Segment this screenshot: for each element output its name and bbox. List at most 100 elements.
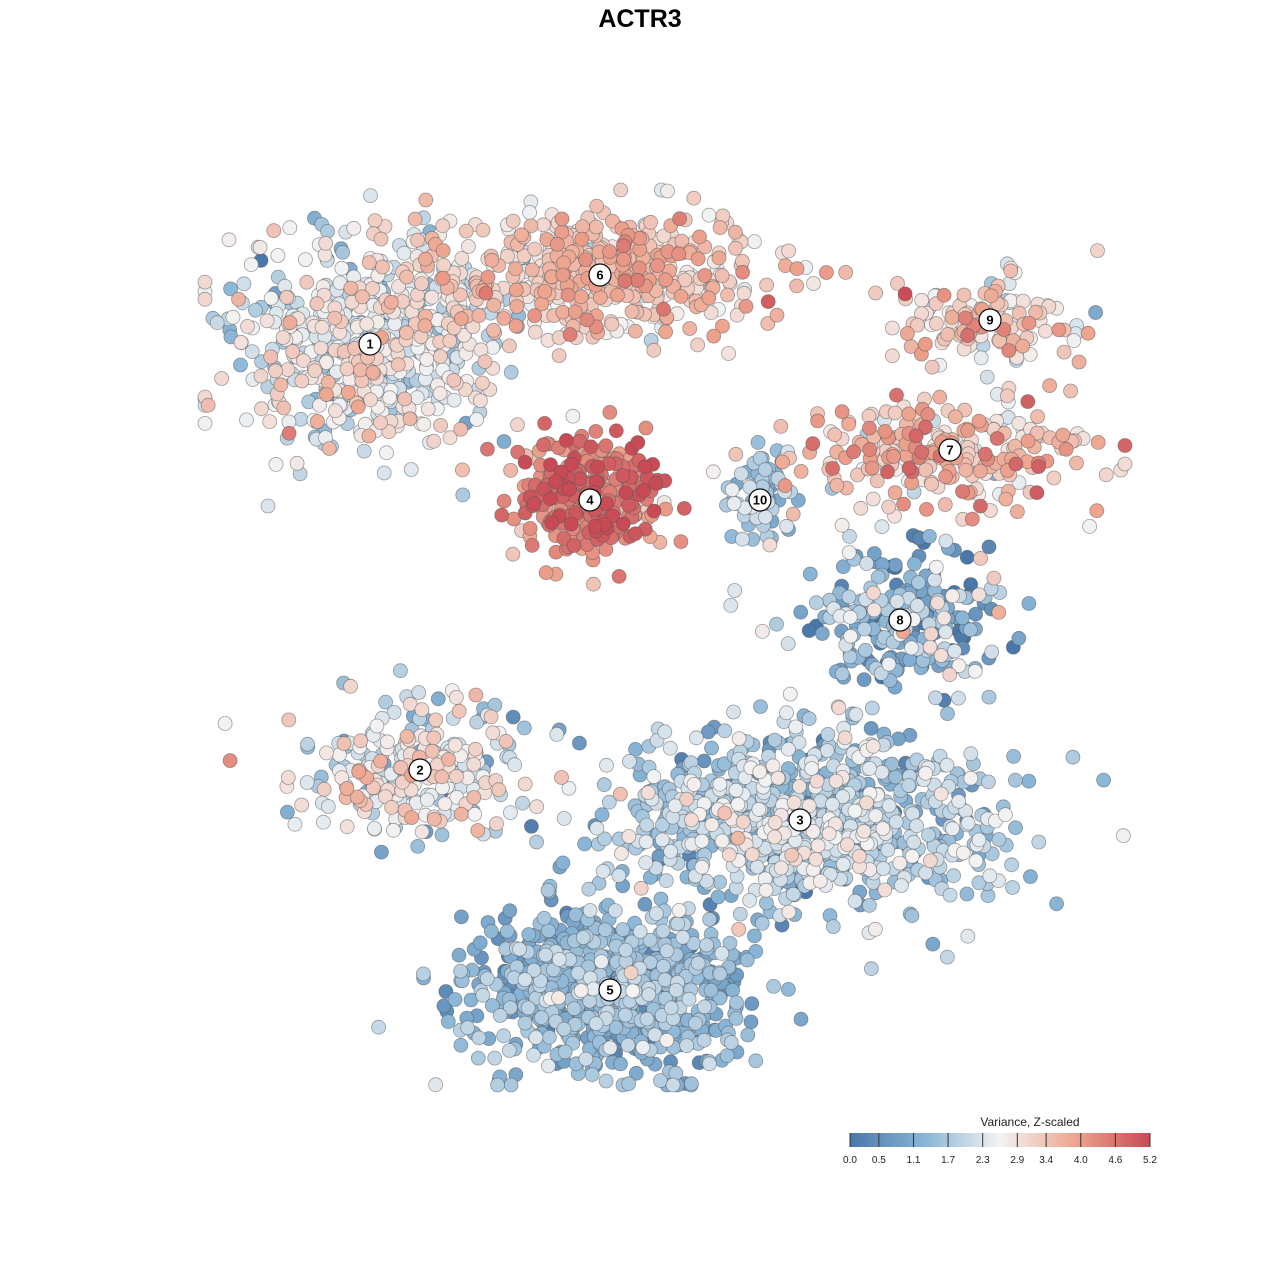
data-point — [263, 349, 279, 365]
cluster-label-text: 4 — [586, 493, 594, 508]
data-point — [653, 1073, 668, 1088]
data-point — [847, 893, 863, 909]
data-point — [505, 709, 521, 725]
data-point — [911, 575, 926, 590]
data-point — [646, 503, 662, 519]
data-point — [554, 211, 570, 227]
data-point — [712, 220, 728, 236]
data-point — [973, 498, 988, 514]
data-point — [663, 844, 678, 859]
data-point — [376, 465, 392, 481]
data-point — [958, 310, 973, 326]
data-point — [721, 847, 737, 863]
data-point — [621, 497, 636, 513]
data-point — [864, 700, 880, 716]
data-point — [789, 278, 805, 294]
cluster-label-7: 7 — [938, 438, 962, 462]
data-point — [566, 538, 582, 553]
data-point — [527, 308, 542, 324]
data-point — [514, 227, 529, 243]
data-point — [809, 595, 824, 611]
data-point — [528, 1030, 544, 1045]
legend-tick-label: 0.0 — [843, 1155, 857, 1166]
data-point — [646, 769, 662, 784]
data-point — [424, 289, 440, 305]
data-point — [353, 362, 368, 378]
data-point — [842, 609, 858, 625]
data-point — [471, 308, 487, 324]
data-point — [340, 384, 356, 400]
data-point — [930, 595, 945, 611]
data-point — [793, 1011, 809, 1027]
data-point — [475, 987, 491, 1003]
data-point — [864, 961, 879, 977]
data-point — [248, 302, 263, 318]
data-point — [959, 549, 975, 565]
data-point — [918, 765, 933, 781]
data-point — [777, 478, 793, 494]
data-point — [575, 219, 590, 235]
data-point — [984, 644, 1000, 660]
data-point — [922, 529, 937, 544]
data-point — [743, 1014, 759, 1030]
data-point — [1096, 772, 1111, 788]
data-point — [316, 781, 332, 797]
data-point — [451, 947, 467, 963]
data-point — [901, 406, 917, 422]
data-point — [945, 821, 960, 837]
data-point — [590, 459, 605, 475]
legend-tick-label: 5.2 — [1143, 1155, 1157, 1166]
data-point — [490, 1077, 506, 1093]
data-point — [862, 420, 877, 436]
data-point — [453, 1037, 469, 1053]
data-point — [730, 796, 746, 812]
data-point — [434, 769, 450, 785]
data-point — [1082, 519, 1097, 534]
data-point — [971, 832, 987, 848]
data-point — [558, 432, 574, 448]
data-point — [628, 323, 643, 339]
data-point — [1058, 441, 1074, 457]
data-point — [834, 666, 850, 682]
data-point — [960, 815, 976, 831]
data-point — [1006, 749, 1021, 764]
data-point — [888, 769, 903, 785]
data-point — [697, 267, 713, 283]
data-point — [662, 740, 678, 756]
data-point — [379, 445, 394, 461]
data-point — [719, 1048, 735, 1063]
data-point — [498, 733, 514, 749]
data-point — [379, 734, 395, 750]
data-point — [808, 851, 824, 867]
data-point — [690, 955, 706, 971]
cluster-label-1: 1 — [358, 332, 382, 356]
data-point — [479, 441, 495, 457]
data-point — [598, 438, 614, 454]
data-point — [320, 799, 336, 814]
data-point — [982, 868, 998, 884]
data-point — [998, 491, 1014, 507]
data-point — [623, 965, 639, 981]
data-point — [933, 786, 949, 802]
data-point — [848, 707, 864, 722]
data-point — [416, 416, 432, 432]
data-point — [740, 1027, 756, 1043]
data-point — [336, 736, 352, 751]
data-point — [755, 624, 770, 639]
data-point — [788, 719, 804, 735]
data-point — [951, 793, 967, 809]
data-point — [767, 732, 783, 748]
data-point — [508, 282, 524, 298]
data-point — [487, 1050, 503, 1066]
data-point — [864, 460, 880, 476]
data-point — [821, 826, 837, 842]
data-point — [615, 922, 631, 937]
data-point — [589, 198, 605, 214]
data-point — [991, 832, 1007, 847]
data-point — [684, 812, 699, 828]
data-point — [921, 827, 936, 843]
data-point — [767, 829, 782, 845]
data-point — [877, 882, 893, 898]
data-point — [399, 325, 414, 341]
